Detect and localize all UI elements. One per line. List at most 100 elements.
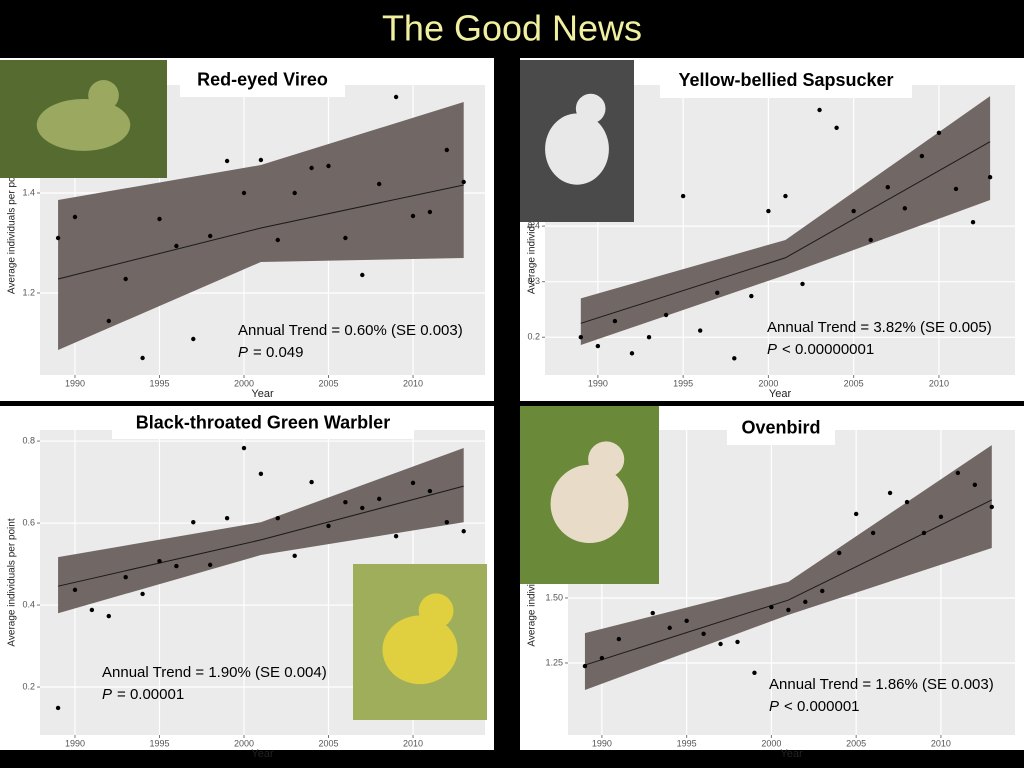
x-tick-label: 2005	[846, 738, 866, 748]
data-point	[868, 237, 873, 243]
data-point	[106, 318, 111, 324]
data-point	[258, 157, 264, 163]
x-tick-label: 1995	[149, 738, 169, 748]
y-tick-label: 0.6	[22, 517, 35, 527]
data-point	[612, 318, 618, 324]
data-point	[885, 185, 890, 190]
bird-photo	[520, 406, 659, 584]
x-tick-label: 1995	[677, 738, 697, 748]
data-point	[663, 312, 669, 318]
bird-body	[382, 615, 458, 685]
bird-body	[36, 98, 131, 151]
data-point	[887, 490, 893, 496]
data-point	[955, 470, 961, 476]
data-point	[851, 208, 856, 214]
x-tick-label: 1990	[65, 378, 85, 388]
data-point	[783, 193, 788, 199]
bird-head	[418, 593, 454, 629]
data-point	[427, 209, 433, 215]
data-point	[853, 511, 859, 517]
data-point	[837, 550, 842, 556]
data-point	[224, 515, 230, 521]
x-tick-label: 1995	[149, 378, 169, 388]
data-point	[715, 290, 720, 295]
data-point	[701, 631, 706, 637]
x-tick-label: 2000	[234, 738, 254, 748]
trend-line	[57, 485, 464, 587]
x-tick-label: 2010	[403, 378, 423, 388]
p-label: P	[102, 686, 112, 703]
data-point	[55, 705, 61, 711]
data-point	[224, 158, 230, 164]
data-point	[902, 206, 908, 211]
data-point	[817, 107, 822, 113]
data-point	[377, 181, 382, 187]
bird-body	[545, 113, 609, 185]
x-tick-label: 2005	[318, 378, 338, 388]
data-point	[936, 130, 942, 135]
annotation: Annual Trend = 1.90% (SE 0.004)	[102, 664, 327, 681]
data-point	[834, 125, 839, 130]
data-point	[599, 655, 605, 661]
data-point	[275, 515, 280, 521]
x-tick-label: 1990	[65, 738, 85, 748]
data-point	[680, 193, 686, 199]
data-point	[123, 574, 128, 580]
data-point	[360, 505, 365, 511]
data-point	[461, 179, 466, 185]
data-point	[207, 562, 213, 568]
annotation: Annual Trend = 0.60% (SE 0.003)	[238, 322, 463, 339]
p-label: P	[769, 698, 779, 715]
x-tick-label: 2005	[844, 378, 864, 388]
data-point	[595, 343, 601, 349]
data-point	[800, 281, 805, 287]
data-point	[684, 618, 689, 624]
x-tick-label: 2000	[758, 378, 778, 388]
data-point	[258, 471, 264, 477]
p-label: P	[767, 341, 777, 358]
data-point	[752, 670, 757, 676]
data-point	[174, 243, 179, 249]
data-point	[953, 186, 959, 192]
data-point	[786, 607, 791, 613]
trend-line	[580, 141, 991, 324]
y-tick-label: 0.3	[527, 276, 540, 286]
y-tick-label: 1.25	[545, 657, 563, 667]
bird-head	[575, 93, 606, 124]
x-tick-label: 1995	[673, 378, 693, 388]
data-point	[292, 190, 297, 196]
annotation: Annual Trend = 1.86% (SE 0.003)	[769, 676, 994, 693]
data-point	[766, 208, 771, 214]
p-label: P	[238, 344, 248, 361]
data-point	[410, 213, 416, 219]
x-tick-label: 2010	[931, 738, 951, 748]
chart-title: Black-throated Green Warbler	[136, 412, 390, 432]
data-point	[360, 272, 365, 278]
data-point	[123, 276, 128, 282]
charts: 1990 1995 2000 2005 2010 1.2 1.4 Year Average in…	[0, 58, 1024, 760]
data-point	[461, 529, 466, 534]
title-box	[180, 62, 345, 97]
data-point	[987, 175, 993, 180]
data-point	[904, 499, 910, 505]
y-axis-label: Average individuals per point	[527, 166, 538, 294]
bird-head	[88, 80, 119, 111]
y-tick-label: 0.8	[22, 435, 35, 445]
x-tick-label: 2005	[318, 738, 338, 748]
data-point	[718, 641, 723, 647]
data-point	[140, 355, 145, 361]
p-value: < 0.00000001	[782, 341, 874, 358]
data-point	[393, 533, 399, 539]
data-point	[140, 591, 145, 597]
data-point	[582, 663, 588, 669]
bird-head	[588, 441, 625, 478]
data-point	[326, 523, 331, 529]
y-tick-label: 0.2	[527, 332, 540, 342]
data-point	[578, 335, 584, 340]
title-box	[727, 410, 835, 445]
y-tick-label: 0.2	[22, 681, 35, 691]
data-point	[410, 480, 416, 486]
data-point	[989, 504, 994, 510]
data-point	[174, 563, 179, 569]
